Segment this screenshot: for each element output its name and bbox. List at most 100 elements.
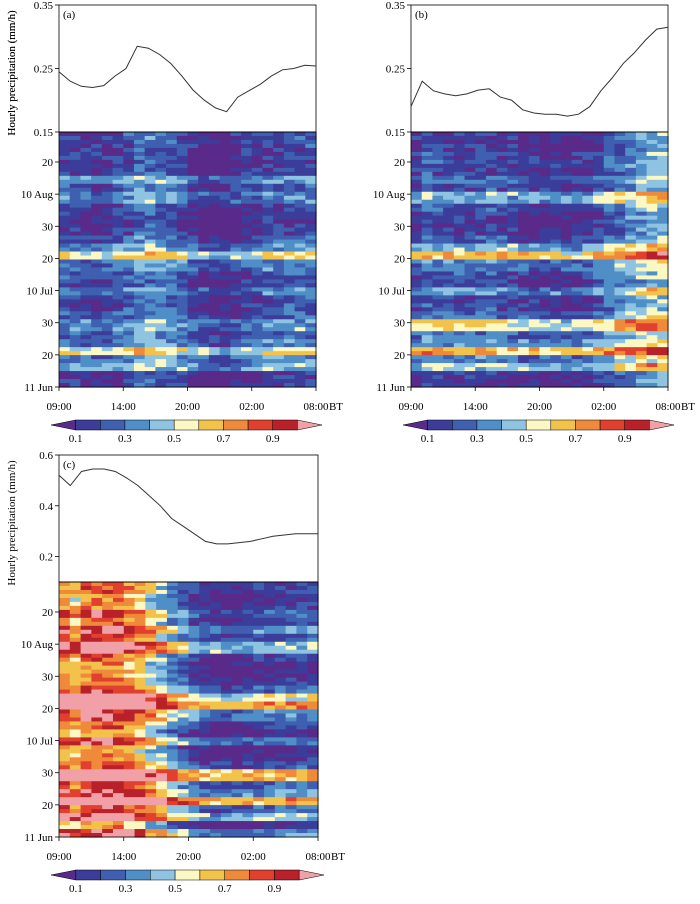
heatmap-cell bbox=[133, 283, 146, 288]
heatmap-cell bbox=[112, 383, 124, 388]
heatmap-cell bbox=[91, 235, 103, 241]
heatmap-cell bbox=[550, 243, 562, 249]
heatmap-cell bbox=[560, 171, 573, 177]
heatmap-cell bbox=[251, 267, 264, 273]
heatmap-cell bbox=[241, 299, 253, 304]
heatmap-cell bbox=[251, 231, 264, 237]
heatmap-cell bbox=[219, 132, 231, 137]
colorbar-swatch bbox=[249, 869, 275, 881]
heatmap-cell bbox=[155, 355, 167, 360]
heatmap-cell bbox=[507, 275, 519, 281]
heatmap-cell bbox=[144, 295, 156, 300]
heatmap-cell bbox=[603, 135, 616, 141]
heatmap-cell bbox=[230, 299, 242, 304]
heatmap-cell bbox=[307, 609, 319, 615]
heatmap-cell bbox=[231, 737, 244, 742]
heatmap-cell bbox=[133, 271, 146, 277]
heatmap-cell bbox=[274, 637, 287, 643]
heatmap-cell bbox=[507, 319, 519, 324]
heatmap-cell bbox=[156, 645, 168, 651]
heatmap-cell bbox=[307, 601, 319, 607]
heatmap-cell bbox=[133, 139, 146, 145]
heatmap-cell bbox=[453, 331, 466, 336]
heatmap-cell bbox=[176, 203, 189, 209]
heatmap-cell bbox=[485, 235, 498, 241]
heatmap-cell bbox=[421, 143, 434, 149]
colorbar-swatch bbox=[100, 419, 126, 431]
heatmap-cell bbox=[635, 211, 648, 217]
heatmap-cell bbox=[91, 597, 103, 603]
heatmap-cell bbox=[593, 183, 605, 189]
heatmap-cell bbox=[582, 167, 594, 173]
heatmap-cell bbox=[123, 701, 136, 707]
heatmap-cell bbox=[166, 689, 179, 695]
heatmap-cell bbox=[166, 243, 178, 249]
heatmap-cell bbox=[539, 259, 551, 265]
heatmap-cell bbox=[432, 183, 444, 189]
heatmap-cell bbox=[283, 335, 296, 340]
heatmap-cell bbox=[274, 669, 287, 675]
heatmap-cell bbox=[241, 135, 253, 141]
heatmap-cell bbox=[496, 159, 508, 165]
heatmap-cell bbox=[285, 765, 298, 770]
heatmap-cell bbox=[464, 351, 476, 356]
heatmap-cell bbox=[507, 347, 519, 352]
heatmap-cell bbox=[155, 167, 167, 173]
heatmap-cell bbox=[294, 359, 306, 364]
heatmap-cell bbox=[432, 291, 444, 296]
heatmap-cell bbox=[155, 251, 167, 257]
heatmap-cell bbox=[296, 697, 308, 703]
heatmap-cell bbox=[242, 797, 254, 802]
heatmap-cell bbox=[496, 259, 508, 265]
heatmap-cell bbox=[188, 805, 200, 810]
heatmap-cell bbox=[166, 295, 178, 300]
heatmap-cell bbox=[528, 219, 541, 225]
colorbar-swatch bbox=[247, 419, 273, 431]
heatmap-cell bbox=[144, 279, 156, 284]
heatmap-cell bbox=[305, 255, 317, 261]
heatmap-cell bbox=[145, 637, 157, 643]
heatmap-cell bbox=[539, 227, 551, 233]
heatmap-cell bbox=[198, 315, 210, 320]
heatmap-cell bbox=[166, 793, 179, 798]
heatmap-cell bbox=[59, 251, 71, 257]
heatmap-cell bbox=[156, 781, 168, 786]
heatmap-cell bbox=[560, 371, 573, 376]
heatmap-cell bbox=[264, 677, 276, 683]
heatmap-cell bbox=[528, 243, 541, 249]
heatmap-cell bbox=[657, 135, 669, 141]
heatmap-cell bbox=[198, 235, 210, 241]
heatmap-cell bbox=[188, 685, 200, 691]
heatmap-cell bbox=[550, 275, 562, 281]
heatmap-cell bbox=[528, 183, 541, 189]
heatmap-cell bbox=[593, 271, 605, 277]
heatmap-cell bbox=[657, 139, 669, 145]
heatmap-cell bbox=[274, 805, 287, 810]
heatmap-cell bbox=[198, 347, 210, 352]
heatmap-cell bbox=[134, 705, 146, 711]
heatmap-cell bbox=[539, 307, 551, 312]
heatmap-cell bbox=[283, 231, 296, 237]
heatmap-cell bbox=[251, 307, 264, 312]
heatmap-cell bbox=[241, 251, 253, 257]
heatmap-cell bbox=[133, 175, 146, 181]
heatmap-cell bbox=[231, 801, 244, 806]
heatmap-cell bbox=[208, 271, 221, 277]
heatmap-cell bbox=[657, 339, 669, 344]
heatmap-cell bbox=[614, 367, 626, 372]
heatmap-cell bbox=[112, 613, 125, 619]
heatmap-cell bbox=[307, 701, 319, 707]
heatmap-cell bbox=[305, 199, 317, 205]
heatmap-cell bbox=[59, 733, 71, 738]
heatmap-cell bbox=[80, 347, 92, 352]
heatmap-cell bbox=[496, 335, 508, 340]
heatmap-cell bbox=[112, 359, 124, 364]
heatmap-cell bbox=[560, 243, 573, 249]
heatmap-cell bbox=[264, 645, 276, 651]
heatmap-cell bbox=[134, 825, 146, 830]
y-axis-label: Hourly precipitation (mm/h) bbox=[6, 460, 18, 586]
heatmap-cell bbox=[603, 299, 616, 304]
heatmap-cell bbox=[198, 211, 210, 217]
heatmap-cell bbox=[294, 223, 306, 229]
heatmap-cell bbox=[464, 283, 476, 288]
